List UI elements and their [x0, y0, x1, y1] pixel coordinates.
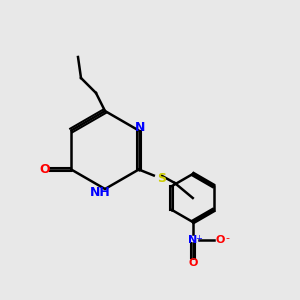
Text: O: O — [215, 235, 224, 245]
Text: NH: NH — [90, 185, 111, 199]
Text: N: N — [188, 235, 197, 245]
Text: N: N — [135, 121, 146, 134]
Text: S: S — [157, 172, 166, 185]
Text: O: O — [39, 163, 50, 176]
Text: O: O — [188, 257, 197, 268]
Text: +: + — [195, 234, 202, 243]
Text: -: - — [225, 233, 229, 244]
